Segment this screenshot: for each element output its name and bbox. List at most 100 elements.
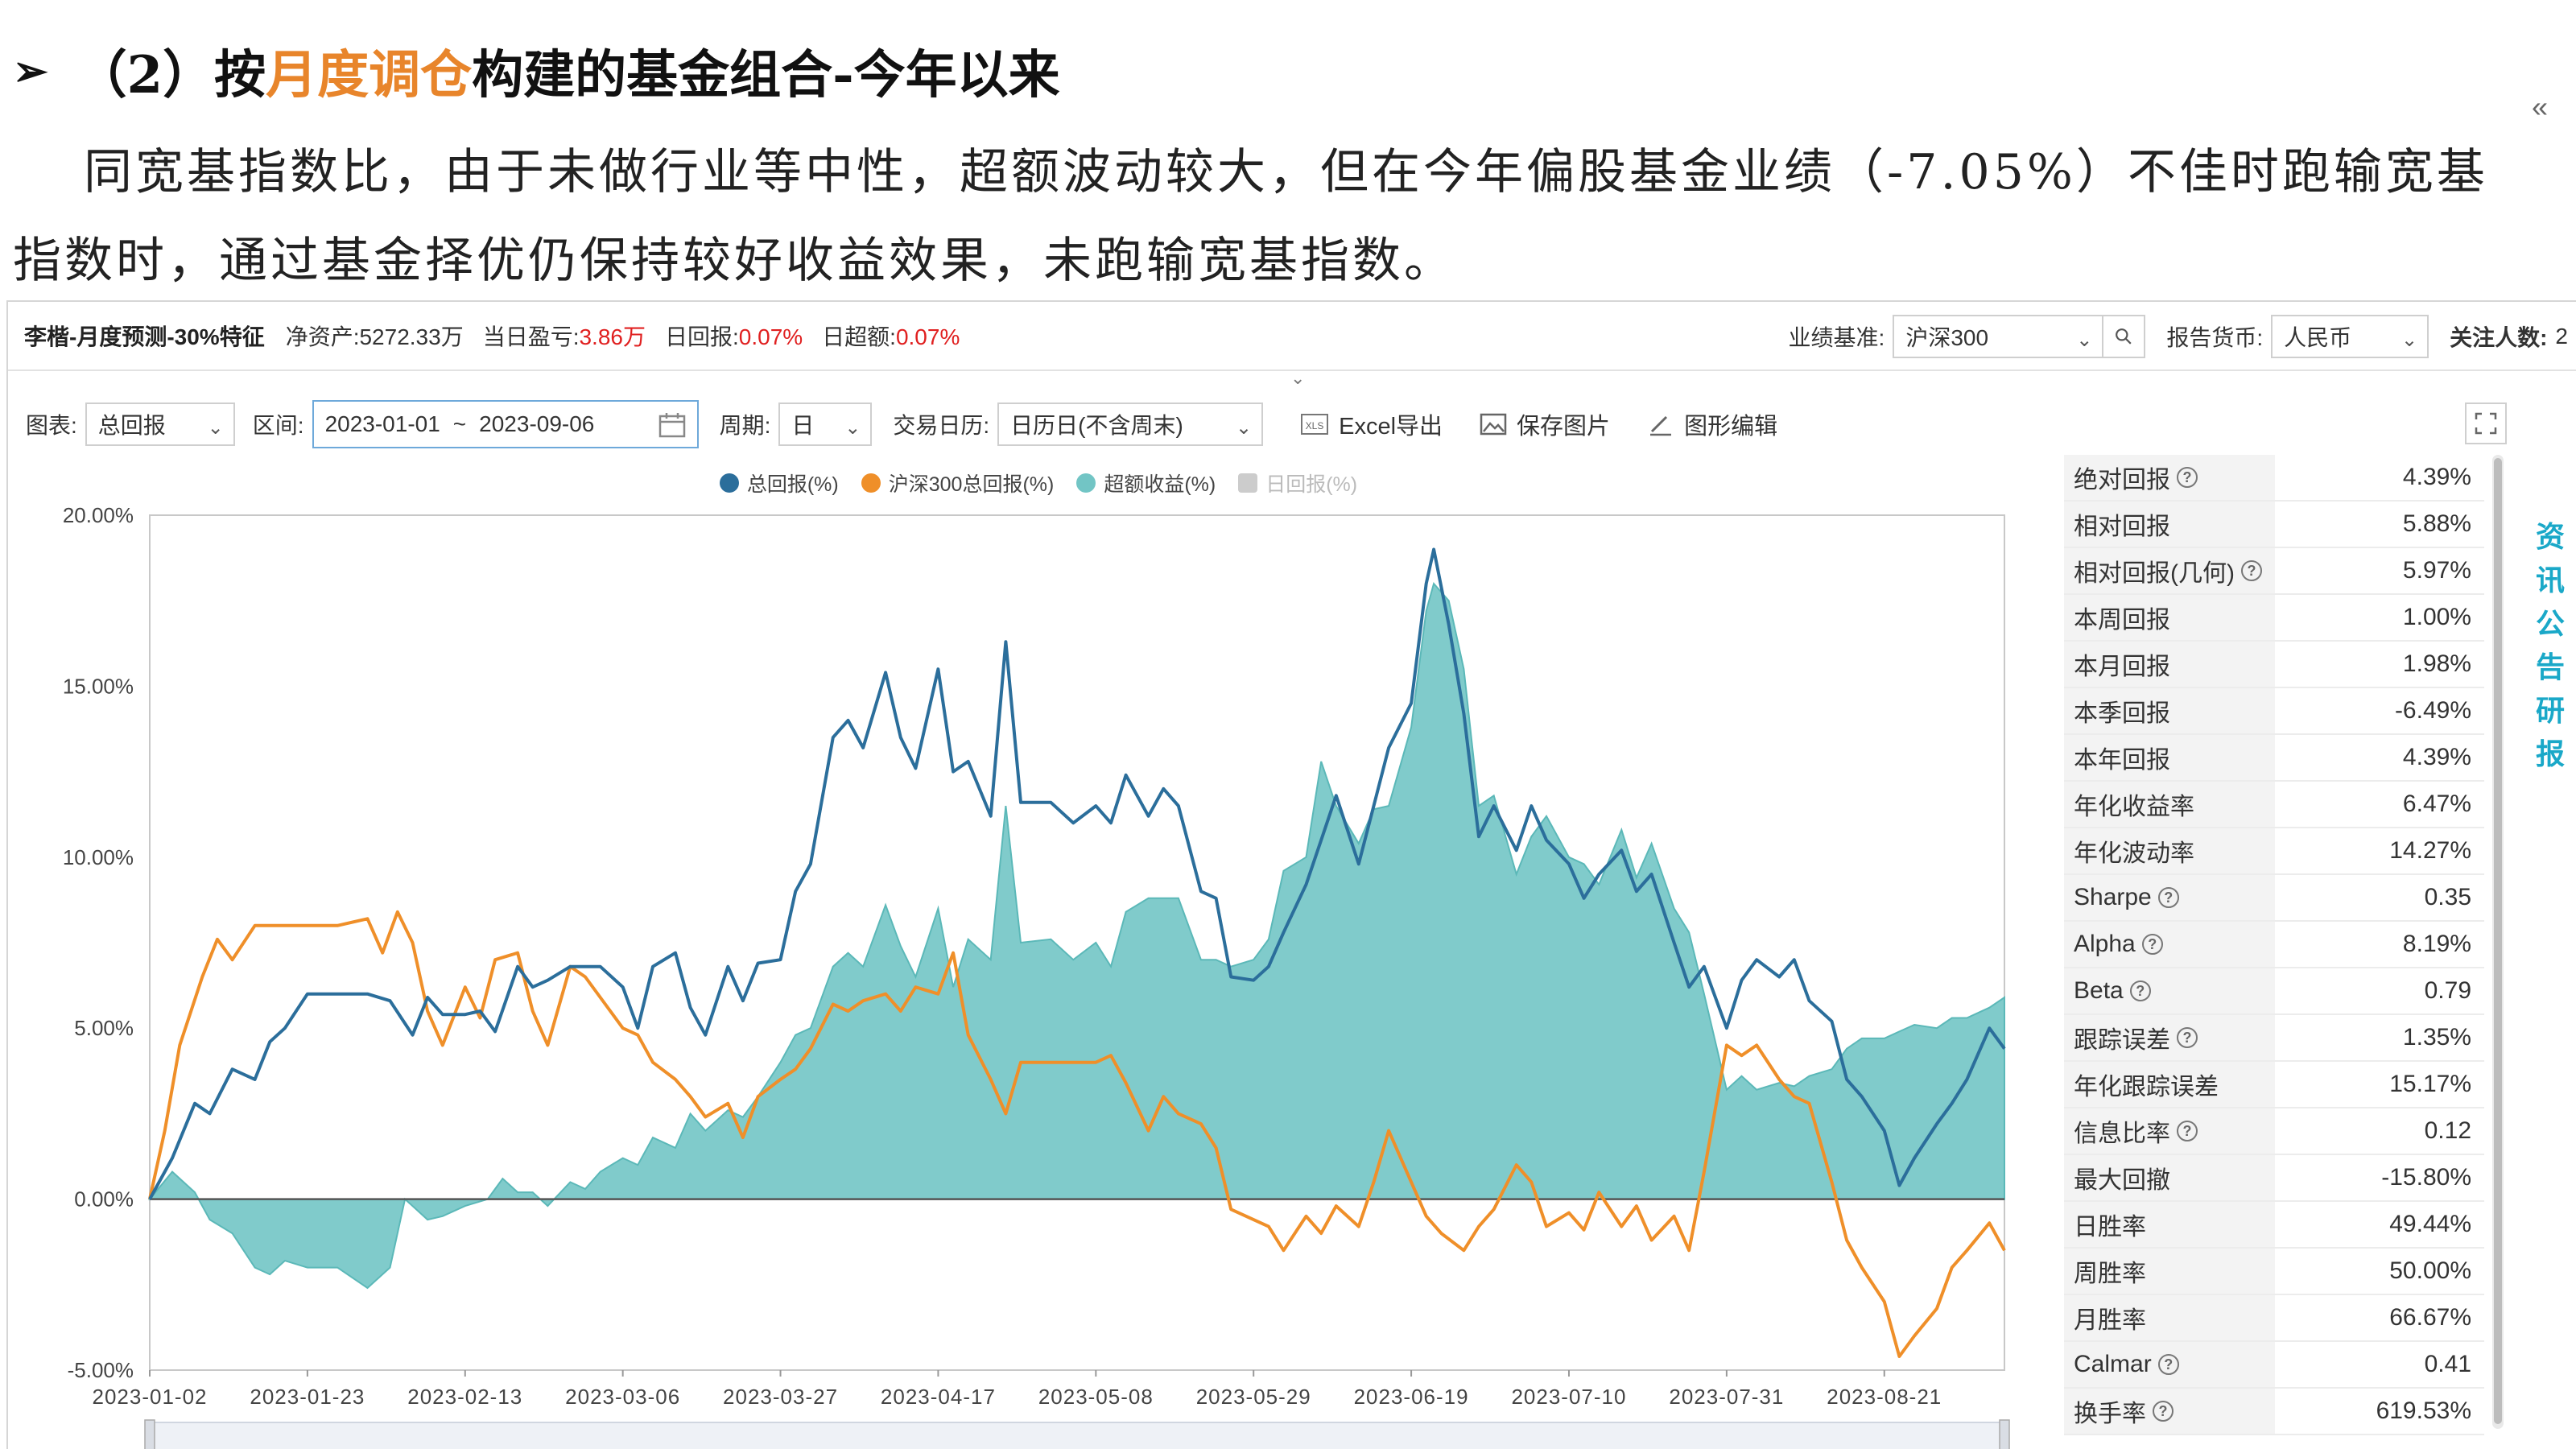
edit-chart-button[interactable]: 图形编辑 [1647,407,1777,441]
legend-excess-return[interactable]: 超额收益(%) [1076,469,1216,497]
side-nav-char[interactable]: 讯 [2535,564,2565,597]
x-tick-label: 2023-04-17 [881,1385,996,1409]
side-nav-char[interactable]: 告 [2535,650,2565,683]
stat-name-text: 相对回报 [2074,514,2170,540]
daily-pnl-label: 当日盈亏: [482,324,580,349]
expand-chevron-icon[interactable]: ⌄ [1290,368,1306,388]
stat-name-text: Alpha [2074,931,2136,957]
stat-value: 5.88% [2402,510,2471,537]
stat-value: 619.53% [2376,1397,2471,1424]
legend-swatch [719,473,739,493]
chart-type-select[interactable]: 总回报 ⌄ [85,402,235,446]
stat-value: 0.12 [2424,1117,2471,1144]
stat-value: 1.00% [2402,604,2471,630]
stat-name-text: 换手率 [2074,1401,2146,1427]
date-end[interactable]: 2023-09-06 [479,411,595,436]
range-slider [149,1422,2005,1449]
net-assets: 净资产:5272.33万 [286,320,464,352]
stat-name-text: Calmar [2074,1351,2152,1377]
total-return-line [148,547,2006,1200]
chevron-down-icon: ⌄ [2401,329,2418,351]
legend-total-return[interactable]: 总回报(%) [719,469,839,497]
search-button[interactable] [2102,315,2146,358]
stat-name: 年化收益率 [2064,782,2275,827]
help-icon[interactable]: ? [2240,560,2262,581]
stat-row: Sharpe? 0.35 [2064,875,2484,922]
title-accent: 月度调仓 [266,45,473,105]
title-prefix: （2）按 [75,45,266,105]
date-start[interactable]: 2023-01-01 [324,411,440,436]
chart-legend: 总回报(%) 沪深300总回报(%) 超额收益(%) 日回报(%) [8,467,2069,499]
help-icon[interactable]: ? [2157,1354,2179,1375]
performance-chart: 20.00% 15.00% 10.00% 5.00% 0.00% -5.00% 2023-0… [63,503,2010,1449]
x-tick-label: 2023-03-06 [565,1385,680,1409]
stat-name-text: 本月回报 [2074,654,2170,680]
stat-value: 0.79 [2424,977,2471,1004]
y-tick-label: 20.00% [63,503,134,527]
double-chevron-left-icon[interactable]: « [2532,90,2549,123]
arrow-bullet-icon: ➢ [13,46,48,96]
legend-hs300-return[interactable]: 沪深300总回报(%) [861,469,1055,497]
help-icon[interactable]: ? [2129,980,2151,1001]
stat-row: 相对回报(几何)? 5.97% [2064,548,2484,595]
fullscreen-button[interactable] [2465,402,2507,444]
daily-excess-value: 0.07% [895,324,960,349]
calendar-type-select[interactable]: 日历日(不含周末) ⌄ [997,402,1264,446]
stat-name: 本月回报 [2064,642,2275,687]
stat-value: 49.44% [2389,1211,2471,1237]
stats-scrollbar[interactable] [2492,455,2504,1429]
help-icon[interactable]: ? [2157,887,2179,908]
stat-row: Calmar? 0.41 [2064,1342,2484,1389]
legend-daily-return[interactable]: 日回报(%) [1238,469,1357,497]
x-tick-label: 2023-07-31 [1669,1385,1784,1409]
description-line-1: 同宽基指数比，由于未做行业等中性，超额波动较大，但在今年偏股基金业绩（-7.05… [84,144,2488,200]
stat-name: 相对回报(几何)? [2064,548,2275,593]
daily-pnl: 当日盈亏:3.86万 [483,320,646,352]
stat-row: 年化收益率 6.47% [2064,782,2484,828]
date-range-picker[interactable]: 2023-01-01 ~ 2023-09-06 [312,400,699,448]
chart-type-label: 图表: [26,413,77,438]
period-value: 日 [791,413,815,438]
benchmark-label: 业绩基准: [1788,325,1885,350]
legend-swatch [861,473,881,493]
stat-name: Calmar? [2064,1342,2275,1387]
y-tick-label: -5.00% [68,1358,134,1382]
portfolio-summary-bar: 李楷-月度预测-30%特征 净资产:5272.33万 当日盈亏:3.86万 日回… [8,302,2576,371]
help-icon[interactable]: ? [2177,1027,2198,1048]
stat-name: 绝对回报? [2064,455,2275,500]
stat-name-text: 年化波动率 [2074,840,2194,867]
fund-name[interactable]: 李楷-月度预测-30%特征 [24,324,265,349]
stat-row: 相对回报 5.88% [2064,502,2484,548]
chart-toolbar: 图表: 总回报 ⌄ 区间: 2023-01-01 ~ 2023-09-06 周期… [8,398,2053,450]
excess-return-area [147,581,2005,1290]
currency-select[interactable]: 人民币 ⌄ [2271,315,2429,358]
save-image-button[interactable]: 保存图片 [1480,407,1610,441]
benchmark-select[interactable]: 沪深300 ⌄ [1893,315,2104,358]
help-icon[interactable]: ? [2141,934,2163,955]
stat-name: 月胜率 [2064,1295,2275,1340]
stat-value: 8.19% [2402,931,2471,957]
side-nav-char[interactable]: 研 [2535,694,2565,727]
legend-label: 沪深300总回报(%) [888,473,1055,496]
stat-value: 1.98% [2402,650,2471,677]
stat-row: 年化跟踪误差 15.17% [2064,1062,2484,1108]
stat-name: 跟踪误差? [2064,1015,2275,1060]
help-icon[interactable]: ? [2153,1401,2174,1422]
help-icon[interactable]: ? [2177,1121,2198,1141]
save-image-label: 保存图片 [1517,414,1611,440]
side-nav-char[interactable]: 资 [2535,520,2565,553]
scrollbar-thumb[interactable] [2494,458,2502,1424]
side-nav-char[interactable]: 公 [2535,607,2565,640]
chevron-down-icon: ⌄ [207,417,224,439]
stat-row: 信息比率? 0.12 [2064,1108,2484,1155]
period-select[interactable]: 日 ⌄ [778,402,873,446]
help-icon[interactable]: ? [2177,467,2198,488]
stat-name-text: 最大回撤 [2074,1167,2170,1194]
edit-chart-label: 图形编辑 [1684,414,1778,440]
stat-name-text: 绝对回报 [2074,467,2170,493]
excel-export-button[interactable]: XLS Excel导出 [1300,407,1443,441]
stat-value: 4.39% [2402,744,2471,770]
calendar-icon[interactable] [658,412,686,438]
side-nav-char[interactable]: 报 [2535,737,2565,770]
stat-value: 66.67% [2389,1304,2471,1331]
